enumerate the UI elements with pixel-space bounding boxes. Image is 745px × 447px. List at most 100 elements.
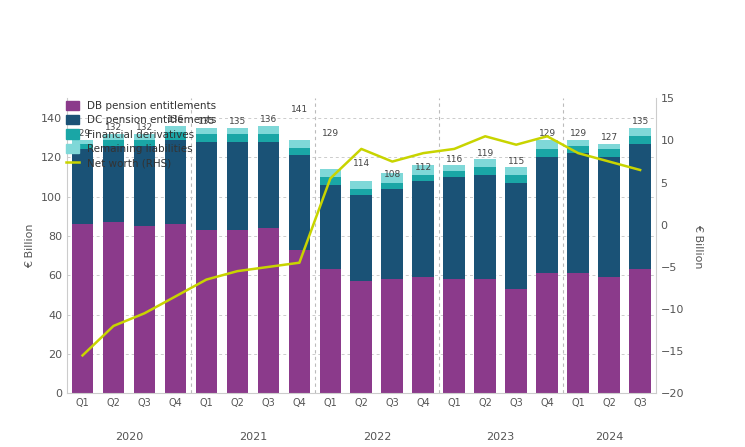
Bar [505,175,527,183]
Bar [258,142,279,228]
Text: 132: 132 [105,123,122,132]
Bar [475,279,496,393]
Bar [536,274,558,393]
Bar [226,230,248,393]
Bar [505,289,527,393]
Bar [72,224,93,393]
Bar [133,139,155,146]
Bar [630,128,651,136]
Bar [381,279,403,393]
Bar [133,146,155,226]
Bar [381,173,403,183]
Bar [165,132,186,139]
Bar [196,230,218,393]
Bar [536,157,558,274]
Bar [568,139,589,146]
Bar [568,146,589,153]
Bar [288,139,310,148]
Text: 129: 129 [322,129,339,138]
Bar [536,139,558,149]
Text: 2024: 2024 [595,432,624,442]
Bar [288,250,310,393]
Y-axis label: € Billion: € Billion [25,224,36,268]
Bar [598,277,620,393]
Bar [630,270,651,393]
Bar [413,181,434,277]
Bar [350,195,372,281]
Bar [443,177,465,279]
Bar [258,126,279,134]
Text: 129: 129 [570,129,587,138]
Text: 2021: 2021 [239,432,267,442]
Bar [630,143,651,270]
Bar [381,189,403,279]
Bar [505,167,527,175]
Bar [350,181,372,189]
Bar [475,159,496,167]
Bar [413,277,434,393]
Text: 112: 112 [415,163,432,172]
Bar [258,228,279,393]
Bar [165,224,186,393]
Bar [443,279,465,393]
Bar [505,183,527,289]
Bar [413,165,434,175]
Bar [443,171,465,177]
Bar [475,175,496,279]
Bar [350,281,372,393]
Bar [103,222,124,393]
Bar [258,134,279,142]
Text: 135: 135 [229,117,246,126]
Bar [72,149,93,224]
Bar [288,148,310,156]
Bar [196,134,218,142]
Bar [320,185,341,270]
Text: 129: 129 [539,129,556,138]
Text: 108: 108 [384,170,401,179]
Bar [350,189,372,195]
Bar [196,128,218,134]
Bar [72,139,93,143]
Text: 135: 135 [198,117,215,126]
Bar [320,270,341,393]
Bar [288,156,310,250]
Text: 136: 136 [167,115,184,124]
Bar [381,183,403,189]
Bar [598,157,620,277]
Bar [226,128,248,134]
Text: 114: 114 [353,159,370,168]
Text: 136: 136 [260,115,277,124]
Bar [475,167,496,175]
Bar [103,139,124,146]
Bar [320,169,341,177]
Text: 132: 132 [136,123,153,132]
Legend: DB pension entitlements, DC pension entitlements, Financial derivatives, Remaini: DB pension entitlements, DC pension enti… [66,101,217,169]
Text: 135: 135 [632,117,649,126]
Bar [103,134,124,139]
Bar [413,175,434,181]
Bar [72,143,93,149]
Text: 2022: 2022 [363,432,391,442]
Bar [165,126,186,132]
Bar [630,136,651,143]
Text: 2020: 2020 [115,432,143,442]
Bar [226,134,248,142]
Bar [568,274,589,393]
Text: 2023: 2023 [486,432,515,442]
Bar [133,226,155,393]
Y-axis label: € Billion: € Billion [694,224,703,268]
Bar [320,177,341,185]
Text: 129: 129 [74,129,91,138]
Text: 127: 127 [600,133,618,142]
Bar [598,149,620,157]
Bar [568,153,589,274]
Bar [103,146,124,222]
Text: 116: 116 [446,155,463,164]
Bar [133,134,155,139]
Text: 119: 119 [477,149,494,158]
Bar [196,142,218,230]
Bar [226,142,248,230]
Bar [443,165,465,171]
Bar [165,139,186,224]
Bar [598,143,620,149]
